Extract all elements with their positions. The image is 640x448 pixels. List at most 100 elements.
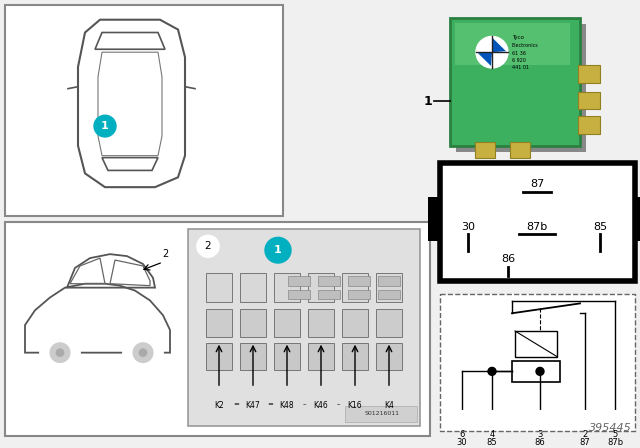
Bar [206, 309, 232, 337]
Circle shape [488, 367, 496, 375]
Text: 85: 85 [593, 222, 607, 232]
Text: K4: K4 [384, 401, 394, 410]
Text: 441 01: 441 01 [512, 65, 529, 70]
Bar [378, 276, 400, 286]
Bar [512, 361, 560, 382]
Bar [348, 276, 370, 286]
Text: =: = [267, 401, 273, 407]
Bar [578, 91, 600, 109]
Polygon shape [492, 39, 506, 52]
Text: –: – [336, 401, 340, 407]
Circle shape [155, 244, 175, 264]
Bar [455, 23, 570, 65]
Circle shape [265, 237, 291, 263]
Text: 6: 6 [460, 431, 465, 439]
Bar [206, 343, 232, 370]
Circle shape [50, 343, 70, 362]
Text: 5: 5 [612, 431, 618, 439]
Bar [633, 197, 640, 241]
Circle shape [133, 343, 153, 362]
Bar [428, 197, 442, 241]
Circle shape [456, 411, 468, 422]
Text: K47: K47 [246, 401, 260, 410]
Circle shape [123, 333, 163, 372]
Bar [308, 343, 334, 370]
Bar [456, 24, 586, 152]
Text: K2: K2 [214, 401, 224, 410]
Bar [5, 222, 430, 436]
Bar [378, 289, 400, 299]
Text: 87: 87 [530, 179, 544, 189]
Bar [345, 406, 417, 422]
Text: K48: K48 [280, 401, 294, 410]
Bar [240, 309, 266, 337]
Bar [376, 273, 402, 302]
Bar [274, 273, 300, 302]
Text: 30: 30 [457, 438, 467, 448]
Text: –: – [302, 401, 306, 407]
Bar [376, 343, 402, 370]
Bar [475, 142, 495, 158]
Bar [440, 293, 635, 431]
Circle shape [579, 411, 591, 422]
Circle shape [94, 115, 116, 137]
Circle shape [536, 367, 544, 375]
Bar [342, 343, 368, 370]
Circle shape [139, 349, 147, 357]
Bar [348, 289, 370, 299]
Bar [376, 309, 402, 337]
Text: 1: 1 [274, 245, 282, 255]
Bar [288, 276, 310, 286]
Text: 87b: 87b [526, 222, 548, 232]
Circle shape [40, 333, 80, 372]
Text: 1: 1 [423, 95, 432, 108]
Bar [510, 142, 530, 158]
Bar [308, 309, 334, 337]
Bar [240, 273, 266, 302]
Text: 87b: 87b [607, 438, 623, 448]
Bar [318, 276, 340, 286]
Bar [188, 228, 420, 426]
Bar [274, 343, 300, 370]
Bar [440, 163, 635, 281]
Circle shape [476, 36, 508, 68]
Polygon shape [478, 52, 492, 66]
Bar [342, 273, 368, 302]
Circle shape [486, 411, 498, 422]
Text: 2: 2 [205, 241, 211, 251]
Text: 6 920: 6 920 [512, 58, 526, 63]
Text: 87: 87 [580, 438, 590, 448]
Circle shape [197, 236, 219, 257]
Text: Electronics: Electronics [512, 43, 539, 48]
Bar [240, 343, 266, 370]
Circle shape [609, 411, 621, 422]
Bar [288, 289, 310, 299]
Text: 86: 86 [534, 438, 545, 448]
Text: 4: 4 [490, 431, 495, 439]
Text: K16: K16 [348, 401, 362, 410]
Bar [206, 273, 232, 302]
Bar [342, 309, 368, 337]
Bar [578, 65, 600, 83]
Text: 2: 2 [582, 431, 588, 439]
Text: 2: 2 [162, 249, 168, 259]
Text: =: = [233, 401, 239, 407]
Text: K46: K46 [314, 401, 328, 410]
Bar [515, 331, 557, 357]
Text: 1: 1 [101, 121, 109, 131]
Text: Tyco: Tyco [512, 35, 524, 40]
Bar [450, 18, 580, 146]
Bar [318, 289, 340, 299]
Text: 3: 3 [538, 431, 543, 439]
Circle shape [56, 349, 64, 357]
Text: 61 36: 61 36 [512, 51, 526, 56]
Text: 86: 86 [501, 254, 515, 264]
Text: 30: 30 [461, 222, 475, 232]
Text: S01216011: S01216011 [365, 411, 399, 416]
Circle shape [534, 411, 546, 422]
Bar [5, 5, 283, 216]
Bar [578, 116, 600, 134]
Bar [308, 273, 334, 302]
Text: 395445: 395445 [589, 423, 632, 433]
Bar [274, 309, 300, 337]
